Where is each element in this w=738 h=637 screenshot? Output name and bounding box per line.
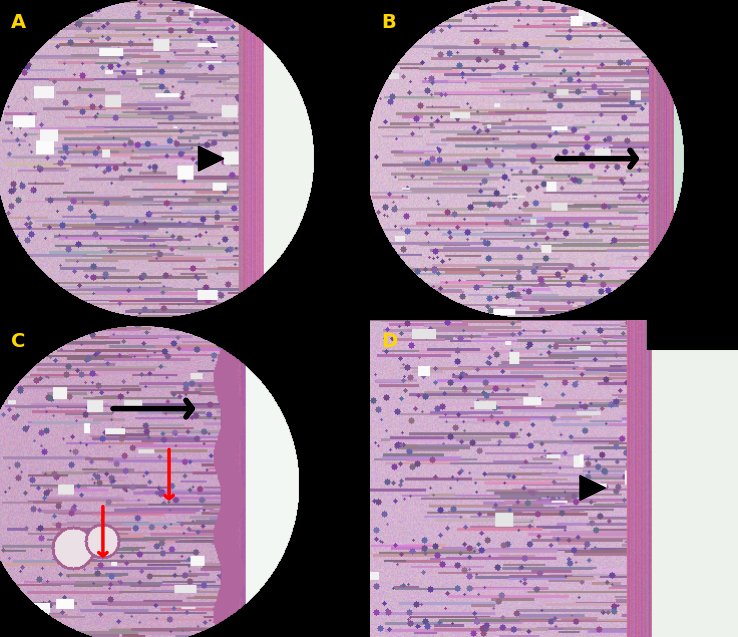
Text: C: C [11,333,25,352]
Polygon shape [199,147,224,171]
Text: A: A [11,13,26,32]
Text: D: D [382,333,398,352]
Text: B: B [382,13,396,32]
Polygon shape [580,476,605,500]
